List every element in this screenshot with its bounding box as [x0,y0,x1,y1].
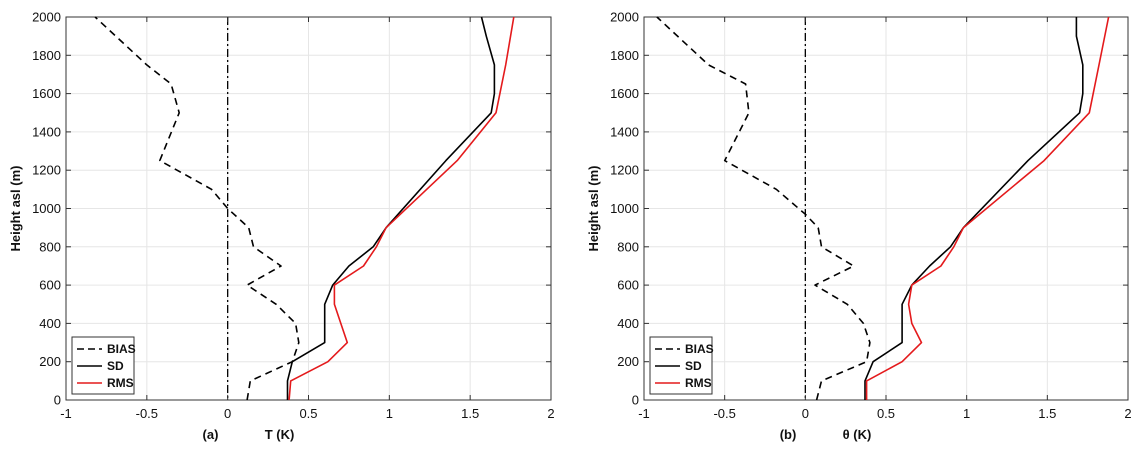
x-axis-label: θ (K) [843,427,872,442]
y-tick-label: 1400 [32,124,61,139]
x-tick-label: -0.5 [713,406,735,421]
y-tick-label: 800 [39,239,61,254]
panel-b: -1 -0.5 0 0.5 1 1.5 2 0 200 400 600 800 1000 1200 1400… [586,10,1132,443]
x-tick-label: -1 [60,406,72,421]
legend-label-bias: BIAS [685,342,714,356]
x-tick-label: 1 [963,406,970,421]
x-axis-label: T (K) [265,427,295,442]
legend-label-sd: SD [685,359,702,373]
y-tick-label: 1200 [32,163,61,178]
x-tick-label: -1 [638,406,650,421]
legend-label-bias: BIAS [107,342,136,356]
y-tick-label: 0 [54,393,61,408]
y-tick-label: 1600 [610,86,639,101]
y-tick-label: 2000 [610,10,639,25]
legend-label-sd: SD [107,359,124,373]
x-tick-label: 0.5 [299,406,317,421]
panel-label: (a) [203,427,219,442]
legend-label-rms: RMS [685,376,712,390]
y-tick-label: 1800 [610,48,639,63]
x-tick-label: 1.5 [1038,406,1056,421]
y-tick-label: 1600 [32,86,61,101]
y-tick-label: 800 [617,239,639,254]
y-axis-label: Height asl (m) [8,166,23,252]
x-tick-label: 1 [386,406,393,421]
y-tick-label: 1200 [610,163,639,178]
y-tick-label: 600 [617,278,639,293]
y-tick-label: 200 [617,354,639,369]
x-tick-label: 0.5 [877,406,895,421]
x-tick-label: 2 [1124,406,1131,421]
series-line-sd [864,17,1084,400]
y-tick-label: 400 [39,316,61,331]
series-line-rms [865,16,1110,400]
x-tick-label: -0.5 [136,406,158,421]
y-tick-label: 1800 [32,48,61,63]
y-tick-label: 400 [617,316,639,331]
x-tick-label: 0 [224,406,231,421]
y-tick-label: 1000 [32,201,61,216]
panel-label: (b) [780,427,797,442]
x-tick-label: 0 [802,406,809,421]
y-tick-label: 200 [39,354,61,369]
x-tick-label: 1.5 [461,406,479,421]
series-line-sd [286,16,496,400]
series-line-bias [94,16,300,401]
x-tick-label: 2 [547,406,554,421]
series-line-rms [288,16,515,401]
y-tick-label: 600 [39,278,61,293]
series-line-bias [656,16,871,401]
y-tick-label: 0 [632,393,639,408]
panel-a: -1 -0.5 0 0.5 1 1.5 2 0 200 400 600 800 1000 1200 1400… [8,10,555,443]
legend: BIAS SD RMS [649,336,714,395]
y-tick-label: 1400 [610,124,639,139]
y-tick-label: 2000 [32,10,61,25]
y-axis-label: Height asl (m) [586,166,601,252]
y-tick-label: 1000 [610,201,639,216]
legend-label-rms: RMS [107,376,134,390]
legend: BIAS SD RMS [71,336,136,395]
